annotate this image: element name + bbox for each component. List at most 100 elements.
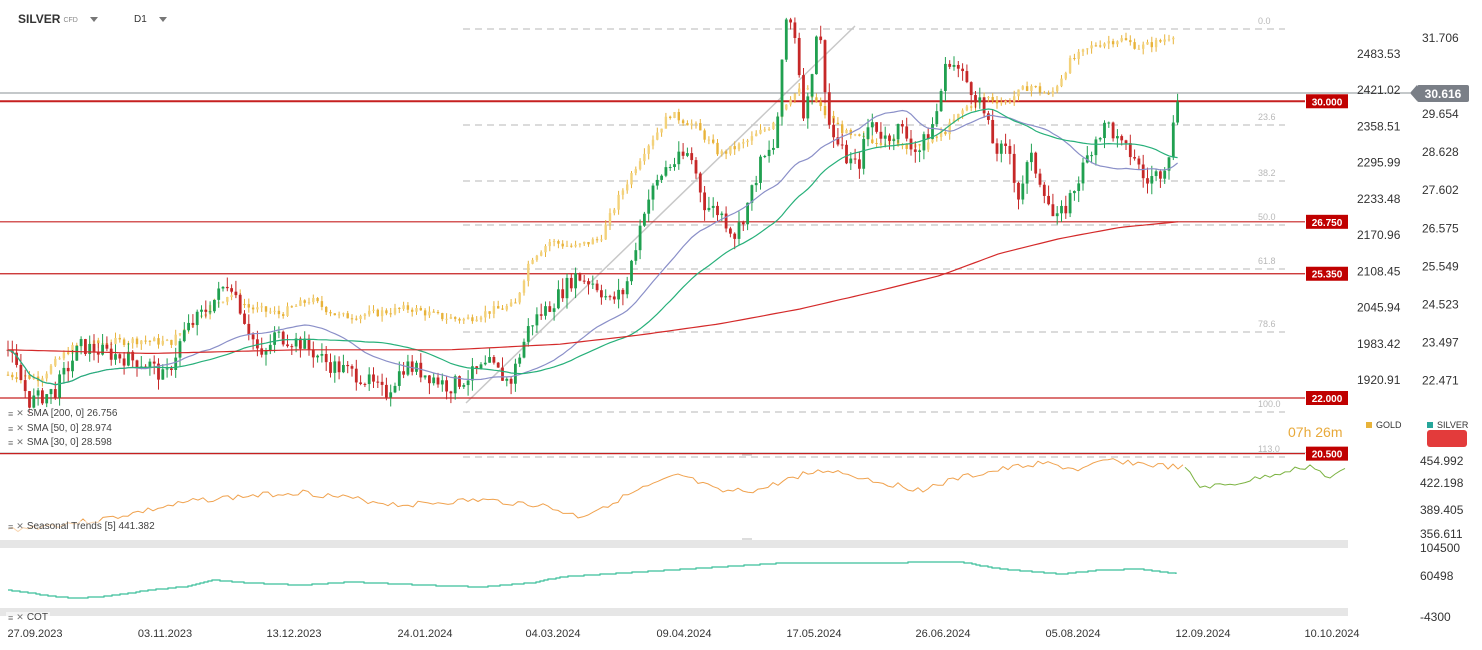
indicator-sma-30[interactable]: ≡ ✕ SMA [30, 0] 28.598 <box>6 437 114 448</box>
gold-candle <box>1172 37 1175 40</box>
close-icon[interactable]: ✕ <box>16 437 24 447</box>
silver-candle <box>539 314 543 316</box>
gold-candle <box>595 239 599 241</box>
silver-candle <box>1068 193 1072 214</box>
silver-candle <box>406 361 410 375</box>
gold-candle <box>798 88 801 94</box>
silver-candle <box>1120 136 1124 141</box>
gold-candle <box>320 301 324 307</box>
gold-candle <box>1133 42 1136 49</box>
settings-icon[interactable]: ≡ <box>8 423 14 434</box>
close-icon[interactable]: ✕ <box>16 612 24 622</box>
silver-candle <box>174 357 178 370</box>
gold-candle <box>131 338 134 344</box>
silver-candle <box>1159 171 1162 179</box>
silver-candle <box>1055 213 1059 217</box>
gold-candle <box>643 153 646 162</box>
fibonacci-label: 0.0 <box>1258 16 1271 26</box>
silver-candle <box>290 346 294 348</box>
silver-candle <box>372 374 375 382</box>
settings-icon[interactable]: ≡ <box>8 408 14 419</box>
silver-candle <box>875 122 878 132</box>
gold-candle <box>1077 51 1080 59</box>
close-icon[interactable]: ✕ <box>16 521 24 531</box>
silver-candle <box>311 349 315 358</box>
silver-candle <box>225 286 229 289</box>
gold-candle <box>841 124 844 134</box>
silver-candle <box>122 358 126 366</box>
gold-candle <box>466 317 470 319</box>
gold-candle <box>307 302 311 304</box>
silver-candle <box>621 289 625 295</box>
close-icon[interactable]: ✕ <box>16 423 24 433</box>
gold-candle <box>286 306 289 316</box>
gold-candle <box>755 133 758 137</box>
gold-candle <box>243 304 246 306</box>
gold-candle <box>948 122 951 135</box>
gold-candle <box>1051 91 1055 94</box>
gold-candle <box>939 131 943 137</box>
gold-candle <box>763 129 766 131</box>
gold-candle <box>750 136 754 141</box>
settings-icon[interactable]: ≡ <box>8 437 14 448</box>
silver-candle <box>729 228 732 234</box>
gold-candle <box>1163 39 1166 42</box>
gold-candle <box>342 313 345 315</box>
silver-candle <box>832 124 835 138</box>
x-axis-tick-label: 27.09.2023 <box>7 628 62 640</box>
silver-candle <box>281 331 285 345</box>
close-icon[interactable]: ✕ <box>16 408 24 418</box>
silver-candle <box>440 380 444 385</box>
gold-candle <box>1008 100 1012 102</box>
gold-candle <box>617 194 620 210</box>
indicator-sma-50[interactable]: ≡ ✕ SMA [50, 0] 28.974 <box>6 423 114 434</box>
silver-candle <box>380 381 384 385</box>
silver-candle <box>200 309 203 312</box>
settings-icon[interactable]: ≡ <box>8 521 14 532</box>
silver-candle <box>1098 138 1102 140</box>
silver-candle <box>88 343 92 355</box>
silver-candle <box>36 390 40 396</box>
indicator-sma-200[interactable]: ≡ ✕ SMA [200, 0] 26.756 <box>6 408 120 419</box>
silver-candle <box>522 341 526 358</box>
silver-candle <box>23 380 27 392</box>
gold-candle <box>1137 48 1141 50</box>
gold-candle <box>1120 38 1123 42</box>
silver-candle <box>367 374 371 385</box>
gold-candle <box>669 116 672 118</box>
silver-candle <box>978 97 982 103</box>
silver-candle <box>445 380 448 392</box>
silver-candle <box>901 124 904 127</box>
silver-candle <box>1103 122 1106 139</box>
silver-candle <box>587 281 590 285</box>
silver-candle <box>655 179 659 186</box>
symbol-selector[interactable]: SILVER CFD <box>18 10 98 28</box>
legend-gold[interactable]: GOLD <box>1366 420 1402 430</box>
silver-candle <box>62 367 66 375</box>
settings-icon[interactable]: ≡ <box>8 612 14 623</box>
legend-silver[interactable]: SILVER <box>1427 420 1468 430</box>
gold-candle <box>1142 44 1145 49</box>
indicator-seasonal[interactable]: ≡ ✕ Seasonal Trends [5] 441.382 <box>6 521 157 532</box>
symbol-name: SILVER <box>18 12 61 26</box>
silver-candle <box>32 395 36 408</box>
silver-candle <box>397 371 401 386</box>
gold-candle <box>58 358 61 360</box>
trade-button[interactable] <box>1427 430 1467 447</box>
x-axis-tick-label: 09.04.2024 <box>656 628 711 640</box>
y-axis-tick-label: 29.654 <box>1422 107 1459 121</box>
timeframe-selector[interactable]: D1 <box>134 10 167 28</box>
silver-candle <box>243 313 246 324</box>
gold-candle <box>961 110 964 114</box>
legend-label: SILVER <box>1437 420 1469 430</box>
gold-candle <box>879 143 883 145</box>
silver-candle <box>668 167 672 169</box>
silver-candle <box>152 361 156 364</box>
gold-candle <box>806 88 809 90</box>
silver-candle <box>410 361 414 372</box>
silver-candle <box>922 134 926 151</box>
indicator-cot[interactable]: ≡ ✕ COT <box>6 612 50 623</box>
gold-candle <box>1150 42 1153 48</box>
level-tag <box>1306 214 1348 229</box>
